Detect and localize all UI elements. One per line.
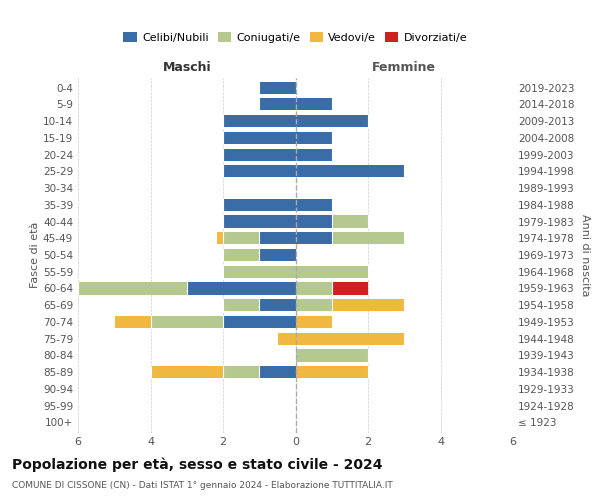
Bar — [223, 299, 259, 312]
Bar — [78, 282, 187, 294]
Bar — [114, 316, 151, 328]
Bar — [296, 115, 368, 127]
Bar — [223, 232, 259, 244]
Bar — [223, 366, 259, 378]
Bar — [223, 216, 296, 228]
Text: COMUNE DI CISSONE (CN) - Dati ISTAT 1° gennaio 2024 - Elaborazione TUTTITALIA.IT: COMUNE DI CISSONE (CN) - Dati ISTAT 1° g… — [12, 481, 393, 490]
Y-axis label: Anni di nascita: Anni di nascita — [580, 214, 590, 296]
Bar — [296, 299, 332, 312]
Bar — [223, 316, 296, 328]
Bar — [259, 249, 296, 261]
Bar — [259, 232, 296, 244]
Bar — [277, 332, 296, 345]
Bar — [223, 249, 259, 261]
Bar — [223, 115, 296, 127]
Bar — [296, 350, 368, 362]
Bar — [332, 216, 368, 228]
Bar — [223, 266, 296, 278]
Bar — [259, 299, 296, 312]
Bar — [296, 198, 332, 211]
Bar — [223, 148, 296, 160]
Bar — [296, 98, 332, 110]
Bar — [296, 132, 332, 144]
Bar — [296, 282, 332, 294]
Bar — [296, 148, 332, 160]
Bar — [296, 165, 404, 177]
Legend: Celibi/Nubili, Coniugati/e, Vedovi/e, Divorziati/e: Celibi/Nubili, Coniugati/e, Vedovi/e, Di… — [119, 28, 472, 48]
Bar — [332, 232, 404, 244]
Text: Maschi: Maschi — [163, 61, 211, 74]
Bar — [296, 232, 332, 244]
Bar — [332, 299, 404, 312]
Y-axis label: Fasce di età: Fasce di età — [30, 222, 40, 288]
Bar — [296, 216, 332, 228]
Bar — [296, 332, 404, 345]
Bar — [259, 98, 296, 110]
Bar — [151, 316, 223, 328]
Bar — [223, 132, 296, 144]
Bar — [216, 232, 223, 244]
Bar — [223, 198, 296, 211]
Text: Popolazione per età, sesso e stato civile - 2024: Popolazione per età, sesso e stato civil… — [12, 458, 383, 472]
Bar — [223, 165, 296, 177]
Text: Femmine: Femmine — [372, 61, 436, 74]
Bar — [296, 316, 332, 328]
Bar — [296, 266, 368, 278]
Bar — [151, 366, 223, 378]
Bar — [259, 366, 296, 378]
Bar — [296, 366, 368, 378]
Bar — [332, 282, 368, 294]
Bar — [259, 82, 296, 94]
Bar — [187, 282, 296, 294]
